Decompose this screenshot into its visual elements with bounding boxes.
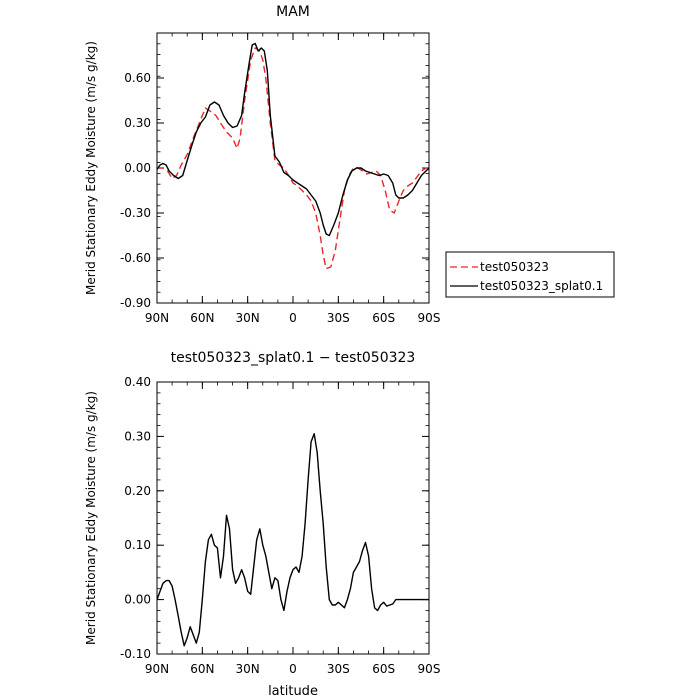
top-x-axis: 90N 60N 30N 0 30S 60S 90S [145,33,441,325]
bottom-title: test050323_splat0.1 − test050323 [171,350,416,366]
top-xtick-label: 0 [289,311,297,325]
bottom-ytick-label: 0.00 [124,593,151,607]
bottom-ytick-label: 0.30 [124,429,151,443]
top-xtick-label: 30S [327,311,350,325]
legend-label-0: test050323 [480,260,549,274]
top-title: MAM [276,4,310,20]
top-xtick-label: 30N [236,311,260,325]
top-series-line-0 [157,47,429,270]
legend: test050323 test050323_splat0.1 [445,251,615,298]
panel-top: MAM 0.60 0.30 0.00 -0.30 -0.60 -0.90 90N 60N 30… [84,4,440,325]
bottom-xtick-label: 60N [190,662,214,676]
top-ytick-label: 0.00 [124,161,151,175]
bottom-ytick-label: 0.10 [124,538,151,552]
bottom-xtick-label: 60S [372,662,395,676]
legend-box [445,251,615,298]
bottom-ytick-label: 0.40 [124,375,151,389]
top-ytick-label: 0.30 [124,116,151,130]
bottom-x-axis: 90N 60N 30N 0 30S 60S 90S [145,382,441,676]
bottom-plot-frame [156,381,430,655]
bottom-series-line-0 [156,433,429,647]
bottom-xtick-label: 30S [327,662,350,676]
top-series-line-1 [156,42,430,237]
bottom-ytick-label: -0.10 [120,647,151,661]
bottom-ytick-label: 0.20 [124,484,151,498]
bottom-xtick-label: 30N [236,662,260,676]
top-series [156,42,430,270]
legend-label-1: test050323_splat0.1 [480,279,603,293]
top-xtick-label: 60S [372,311,395,325]
bottom-y-axis-label: Merid Stationary Eddy Moisture (m/s g/kg… [84,391,98,645]
bottom-xtick-label: 0 [289,662,297,676]
bottom-series [156,433,429,647]
bottom-xtick-label: 90S [418,662,441,676]
top-ytick-label: -0.30 [120,206,151,220]
top-xtick-label: 90S [418,311,441,325]
top-ytick-label: 0.60 [124,71,151,85]
top-y-axis: 0.60 0.30 0.00 -0.30 -0.60 -0.90 [120,32,429,310]
bottom-y-axis: 0.40 0.30 0.20 0.10 0.00 -0.10 [120,375,429,661]
bottom-x-axis-label: latitude [268,684,318,699]
top-ytick-label: -0.60 [120,251,151,265]
top-plot-frame [156,32,430,304]
top-xtick-label: 60N [190,311,214,325]
top-y-axis-label: Merid Stationary Eddy Moisture (m/s g/kg… [84,41,98,295]
top-ytick-label: -0.90 [120,296,151,310]
panel-bottom: test050323_splat0.1 − test050323 0.40 0.3… [84,350,440,699]
top-xtick-label: 90N [145,311,169,325]
bottom-xtick-label: 90N [145,662,169,676]
